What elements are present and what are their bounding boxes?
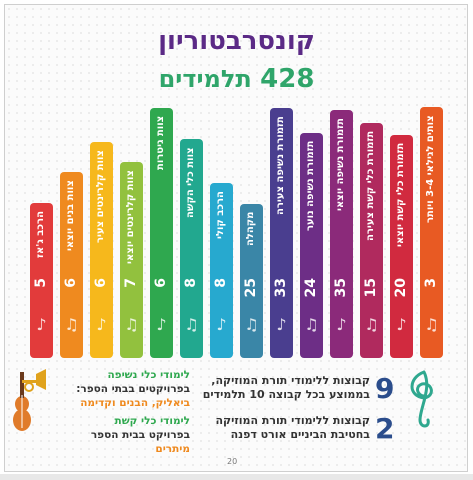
trumpet-icon [22,369,46,392]
bar-11 [330,110,353,358]
bar-7 [210,183,233,358]
student-total-label: תלמידים [158,65,252,93]
bar-10 [300,133,323,358]
woodwind-note-text: בפרויקטים בבתי הספר: [76,383,190,395]
bar-note-icon-5: ♪ [156,315,166,334]
bar-12 [360,123,383,358]
bar-note-icon-8: ♫ [244,315,258,334]
theory-groups-line2: בממוצע בכל קבוצה 10 תלמידים [200,388,370,402]
strings-note: לימודי כלי קשת בפרויקט בבית הספר מיתרים [40,414,190,456]
bar-9 [270,108,293,358]
theory-groups-count: 9 [375,372,395,405]
theory-middle-line1: קבוצות ללימודי תורת המוזיקה [215,414,370,427]
violin-icon [13,372,31,431]
woodwind-note-title: לימודי כלי נשיפה [107,369,190,381]
theory-groups-average: 10 [249,388,265,401]
bar-note-icon-12: ♫ [364,315,378,334]
bar-4 [120,162,143,358]
theory-groups-note: קבוצות ללימודי תורת המוזיקה, בממוצע בכל … [200,374,370,402]
bar-note-icon-10: ♫ [304,315,318,334]
woodwind-note: לימודי כלי נשיפה בפרויקטים בבתי הספר: בי… [40,368,190,410]
bar-note-icon-9: ♪ [276,315,286,334]
bar-6 [180,139,203,358]
bar-note-icon-1: ♪ [36,315,46,334]
theory-middle-count: 2 [375,412,395,445]
bottom-strip [0,474,473,480]
bar-13 [390,135,413,358]
bar-14 [420,107,443,358]
bar-note-icon-7: ♪ [216,315,226,334]
bar-note-icon-13: ♪ [396,315,406,334]
theory-middle-note: קבוצות ללימודי תורת המוזיקה בחטיבת הביני… [200,414,370,442]
bar-note-icon-3: ♪ [96,315,106,334]
bar-note-icon-11: ♪ [336,315,346,334]
theory-groups-line2-end: תלמידים [202,388,246,401]
strings-note-title: לימודי כלי קשת [114,415,190,427]
page-number: 20 [227,457,238,466]
page-title: קונסרבטוריון [158,26,315,56]
bar-5 [150,108,173,358]
theory-groups-line2-start: בממוצע בכל קבוצה [268,388,371,401]
theory-groups-line1: קבוצות ללימודי תורת המוזיקה, [211,374,370,387]
strings-note-school: מיתרים [155,443,190,455]
bar-1 [30,203,53,358]
theory-middle-line2: בחטיבת הביניים אורט דפנה [230,428,370,441]
student-total-number: 428 [260,64,315,94]
bar-note-icon-2: ♫ [64,315,78,334]
bar-2 [60,172,83,358]
treble-clef-icon [410,370,433,428]
bar-note-icon-6: ♫ [184,315,198,334]
woodwind-note-schools: ביאליק, הבנים וקדימה [80,397,190,409]
bar-note-icon-4: ♫ [124,315,138,334]
strings-note-text: בפרויקט בבית הספר [90,429,190,441]
student-total: 428 תלמידים [0,64,473,94]
bar-3 [90,142,113,358]
bar-8 [240,204,263,358]
bar-note-icon-14: ♫ [424,315,438,334]
